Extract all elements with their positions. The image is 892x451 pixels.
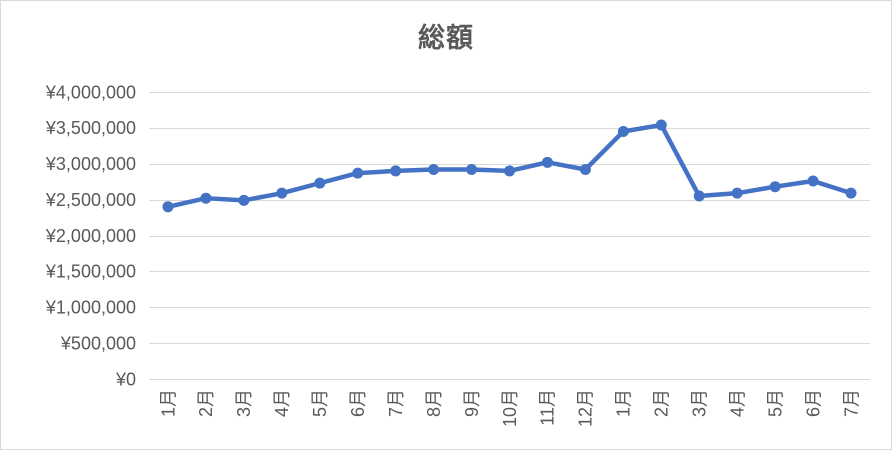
- x-axis-tick-label: 8月: [424, 389, 444, 417]
- data-point-marker: [466, 163, 478, 175]
- data-point-marker: [200, 192, 212, 204]
- x-axis-tick-label: 6月: [348, 389, 368, 417]
- x-axis-tick-label: 7月: [841, 389, 861, 417]
- x-axis-tick-label: 10月: [500, 389, 520, 427]
- x-axis-tick-label: 9月: [462, 389, 482, 417]
- x-axis-tick-label: 1月: [614, 389, 634, 417]
- data-point-marker: [238, 194, 250, 206]
- y-axis-tick-label: ¥2,000,000: [45, 226, 136, 246]
- data-point-marker: [655, 119, 667, 131]
- data-point-marker: [693, 190, 705, 202]
- data-point-marker: [807, 175, 819, 187]
- x-axis-tick-label: 2月: [652, 389, 672, 417]
- y-axis-tick-label: ¥500,000: [60, 333, 136, 353]
- x-axis-tick-label: 3月: [234, 389, 254, 417]
- x-axis-tick-label: 4月: [272, 389, 292, 417]
- chart-title: 総額: [418, 23, 474, 53]
- data-point-marker: [845, 187, 857, 199]
- data-point-marker: [276, 187, 288, 199]
- x-axis-tick-label: 5月: [310, 389, 330, 417]
- y-axis-tick-label: ¥2,500,000: [45, 190, 136, 210]
- x-axis-tick-label: 2月: [196, 389, 216, 417]
- x-axis-tick-label: 6月: [803, 389, 823, 417]
- y-axis-tick-label: ¥0: [115, 369, 136, 389]
- x-axis-tick-label: 5月: [765, 389, 785, 417]
- data-point-marker: [390, 165, 402, 177]
- x-axis-tick-label: 4月: [727, 389, 747, 417]
- y-axis-tick-label: ¥3,000,000: [45, 154, 136, 174]
- data-point-marker: [541, 156, 553, 168]
- data-point-marker: [731, 187, 743, 199]
- y-axis-tick-label: ¥4,000,000: [45, 82, 136, 102]
- data-point-marker: [579, 163, 591, 175]
- x-axis-tick-label: 3月: [690, 389, 710, 417]
- data-point-marker: [314, 177, 326, 189]
- data-point-marker: [162, 201, 174, 213]
- data-point-marker: [769, 181, 781, 193]
- x-axis-tick-label: 11月: [538, 389, 558, 426]
- data-point-marker: [352, 167, 364, 179]
- y-axis-tick-label: ¥1,500,000: [45, 262, 136, 282]
- y-axis-tick-label: ¥3,500,000: [45, 118, 136, 138]
- data-point-marker: [428, 163, 440, 175]
- x-axis-tick-label: 7月: [386, 389, 406, 417]
- x-axis-tick-label: 12月: [576, 389, 596, 427]
- y-axis-tick-label: ¥1,000,000: [45, 298, 136, 318]
- x-axis-tick-label: 1月: [158, 389, 178, 417]
- data-point-marker: [617, 125, 629, 137]
- data-point-marker: [504, 165, 515, 177]
